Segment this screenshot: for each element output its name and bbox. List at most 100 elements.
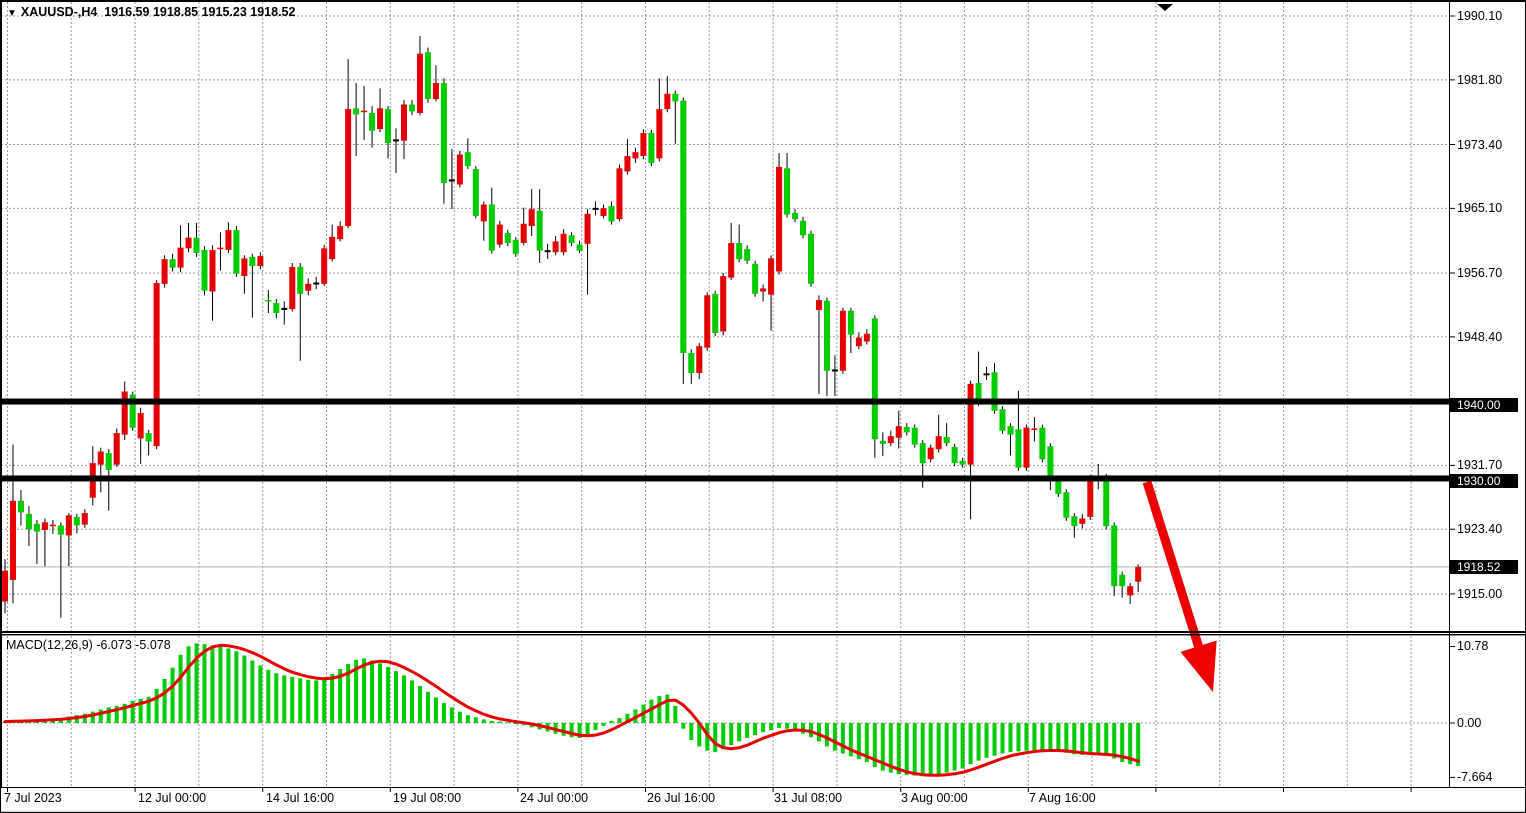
candle-body [440, 82, 447, 183]
candle-body [999, 409, 1006, 431]
macd-axis-label: 0.00 [1457, 716, 1482, 730]
macd-histogram-bar [378, 663, 383, 723]
macd-histogram-bar [801, 723, 805, 734]
candle-body [744, 249, 751, 261]
candle-body [847, 310, 854, 335]
macd-histogram-bar [90, 711, 95, 723]
candle-body [712, 293, 719, 334]
quote-high: 1918.85 [152, 5, 199, 19]
candle-body [975, 383, 982, 404]
macd-histogram-bar [761, 723, 766, 733]
macd-histogram-bar [338, 669, 343, 723]
macd-histogram-bar [872, 723, 877, 768]
candle-body [576, 244, 583, 251]
candle-body [688, 353, 695, 374]
macd-histogram-bar [944, 723, 949, 773]
macd-histogram-bar [489, 720, 494, 723]
candle-body [664, 93, 671, 110]
support-resistance-line-1940[interactable] [1, 398, 1449, 405]
macd-axis-label: -7.664 [1457, 770, 1493, 785]
price-axis-label: 1990.10 [1457, 9, 1503, 23]
macd-histogram-bar [1024, 723, 1029, 751]
macd-histogram-bar [984, 723, 989, 758]
candle-body [648, 132, 655, 163]
macd-histogram-bar [777, 723, 782, 728]
candle-body [927, 447, 934, 460]
macd-value-signal: -5.078 [135, 638, 171, 652]
macd-histogram-bar [968, 723, 973, 765]
candle-body [776, 166, 783, 272]
macd-histogram-bar [513, 723, 518, 724]
macd-histogram-bar [1040, 723, 1045, 750]
candle-body [792, 212, 799, 220]
candle-body [225, 229, 232, 250]
candle-body [281, 307, 288, 310]
candle-body [895, 426, 902, 438]
macd-indicator-label: MACD(12,26,9) -6.073 -5.078 [6, 638, 171, 652]
candle-body [903, 426, 910, 433]
macd-histogram-bar [1048, 723, 1053, 751]
macd-histogram-bar [689, 723, 694, 741]
macd-histogram-bar [481, 719, 486, 723]
candle-body [81, 513, 88, 525]
candle-body [33, 523, 40, 532]
macd-histogram-bar [1000, 723, 1005, 754]
candle-body [656, 109, 663, 159]
candle-body [807, 233, 814, 284]
candle-body [241, 258, 248, 277]
candle-body [169, 259, 176, 268]
chart-shift-marker-icon[interactable] [1157, 4, 1173, 11]
macd-histogram-bar [1136, 723, 1141, 767]
candle-body [488, 204, 495, 251]
macd-histogram-bar [561, 723, 566, 736]
macd-histogram-bar [98, 709, 103, 723]
candle-body [401, 104, 407, 141]
candle-body [736, 243, 743, 260]
symbol-dropdown-icon[interactable]: ▼ [7, 8, 17, 19]
macd-histogram-bar [314, 680, 319, 723]
candle-body [1127, 586, 1134, 596]
candle-body [97, 451, 104, 465]
candle-body [177, 247, 184, 268]
macd-histogram-bar [625, 713, 630, 723]
candle-body [65, 515, 72, 536]
macd-histogram-bar [258, 665, 263, 723]
symbol-period-label: XAUUSD-,H4 [20, 5, 98, 19]
candle-body [855, 337, 862, 347]
candle-body [959, 460, 966, 465]
macd-histogram-bar [346, 664, 351, 723]
candle-body [983, 373, 990, 376]
macd-histogram-bar [505, 722, 510, 724]
candle-body [249, 256, 256, 267]
macd-histogram-bar [194, 643, 199, 723]
macd-histogram-bar [585, 723, 590, 735]
candle-body [393, 139, 400, 142]
macd-histogram-bar [82, 713, 87, 723]
candle-body [464, 152, 471, 167]
macd-histogram-bar [106, 707, 111, 723]
candle-body [1023, 427, 1030, 468]
trend-arrow-head[interactable] [1180, 640, 1217, 693]
pane-separator[interactable] [1, 631, 1526, 633]
macd-histogram-bar [330, 674, 335, 723]
candle-body [2, 570, 8, 602]
support-resistance-line-1930[interactable] [1, 475, 1449, 482]
candle-body [1135, 566, 1142, 582]
candle-body [592, 207, 599, 210]
macd-histogram-bar [170, 667, 175, 723]
candle-body [313, 282, 320, 285]
macd-histogram-bar [433, 697, 438, 723]
candle-body [871, 318, 878, 440]
macd-histogram-bar [1096, 723, 1101, 754]
candle-body [121, 391, 128, 435]
candle-body [728, 243, 735, 278]
candle-body [520, 223, 527, 244]
time-axis-label: 26 Jul 16:00 [647, 791, 716, 805]
macd-histogram-bar [394, 671, 399, 723]
pane-separator[interactable] [1, 634, 1526, 636]
macd-histogram-bar [242, 655, 247, 723]
macd-histogram-bar [1064, 723, 1069, 753]
trend-arrow-shaft[interactable] [1142, 480, 1205, 653]
candle-body [369, 112, 376, 131]
